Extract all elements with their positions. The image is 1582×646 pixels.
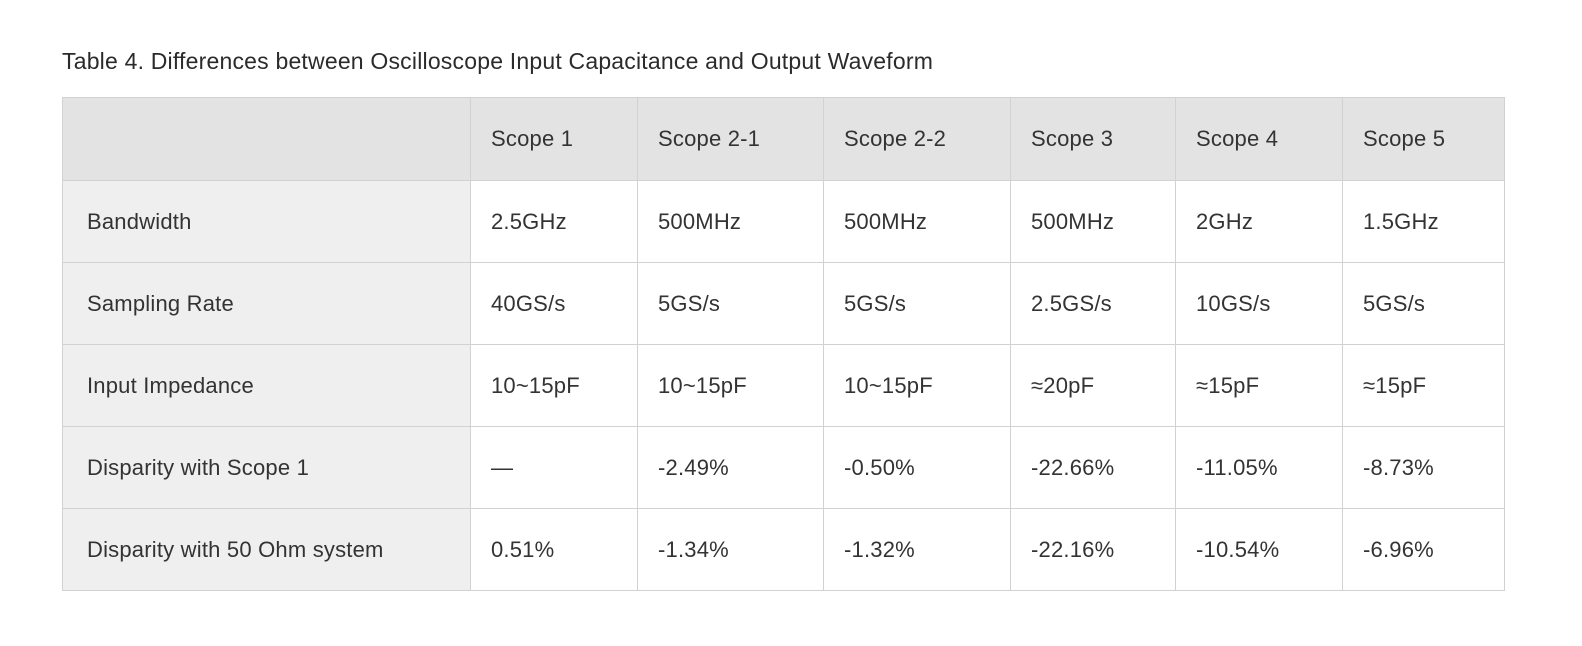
row-label-bandwidth: Bandwidth xyxy=(62,180,471,263)
table-row: Input Impedance 10~15pF 10~15pF 10~15pF … xyxy=(62,344,1505,427)
cell: 0.51% xyxy=(470,508,638,591)
cell: 2.5GHz xyxy=(470,180,638,263)
cell: -8.73% xyxy=(1342,426,1505,509)
cell: 500MHz xyxy=(1010,180,1176,263)
cell: 10~15pF xyxy=(470,344,638,427)
cell: ≈15pF xyxy=(1342,344,1505,427)
cell: 2GHz xyxy=(1175,180,1343,263)
table-row: Disparity with 50 Ohm system 0.51% -1.34… xyxy=(62,508,1505,591)
cell: ≈15pF xyxy=(1175,344,1343,427)
cell: -10.54% xyxy=(1175,508,1343,591)
oscilloscope-comparison-table: Scope 1 Scope 2-1 Scope 2-2 Scope 3 Scop… xyxy=(62,97,1505,591)
cell: 1.5GHz xyxy=(1342,180,1505,263)
row-label-disparity-scope-1: Disparity with Scope 1 xyxy=(62,426,471,509)
cell: -22.66% xyxy=(1010,426,1176,509)
cell: -1.32% xyxy=(823,508,1011,591)
cell: -2.49% xyxy=(637,426,824,509)
column-header-scope-4: Scope 4 xyxy=(1175,97,1343,181)
cell: 2.5GS/s xyxy=(1010,262,1176,345)
header-row: Scope 1 Scope 2-1 Scope 2-2 Scope 3 Scop… xyxy=(62,97,1505,181)
table-row: Sampling Rate 40GS/s 5GS/s 5GS/s 2.5GS/s… xyxy=(62,262,1505,345)
cell: 5GS/s xyxy=(823,262,1011,345)
cell: 5GS/s xyxy=(1342,262,1505,345)
column-header-scope-2-2: Scope 2-2 xyxy=(823,97,1011,181)
cell: — xyxy=(470,426,638,509)
column-header-scope-1: Scope 1 xyxy=(470,97,638,181)
table-row: Disparity with Scope 1 — -2.49% -0.50% -… xyxy=(62,426,1505,509)
row-label-disparity-50-ohm: Disparity with 50 Ohm system xyxy=(62,508,471,591)
cell: 5GS/s xyxy=(637,262,824,345)
column-header-scope-2-1: Scope 2-1 xyxy=(637,97,824,181)
cell: -22.16% xyxy=(1010,508,1176,591)
cell: -1.34% xyxy=(637,508,824,591)
table-row: Bandwidth 2.5GHz 500MHz 500MHz 500MHz 2G… xyxy=(62,180,1505,263)
column-header-scope-3: Scope 3 xyxy=(1010,97,1176,181)
cell: 10~15pF xyxy=(637,344,824,427)
row-label-sampling-rate: Sampling Rate xyxy=(62,262,471,345)
cell: -11.05% xyxy=(1175,426,1343,509)
cell: 40GS/s xyxy=(470,262,638,345)
cell: -6.96% xyxy=(1342,508,1505,591)
cell: ≈20pF xyxy=(1010,344,1176,427)
cell: 10~15pF xyxy=(823,344,1011,427)
table-title: Table 4. Differences between Oscilloscop… xyxy=(62,48,934,74)
row-label-input-impedance: Input Impedance xyxy=(62,344,471,427)
cell: 10GS/s xyxy=(1175,262,1343,345)
cell: -0.50% xyxy=(823,426,1011,509)
cell: 500MHz xyxy=(823,180,1011,263)
cell: 500MHz xyxy=(637,180,824,263)
corner-cell xyxy=(62,97,471,181)
column-header-scope-5: Scope 5 xyxy=(1342,97,1505,181)
